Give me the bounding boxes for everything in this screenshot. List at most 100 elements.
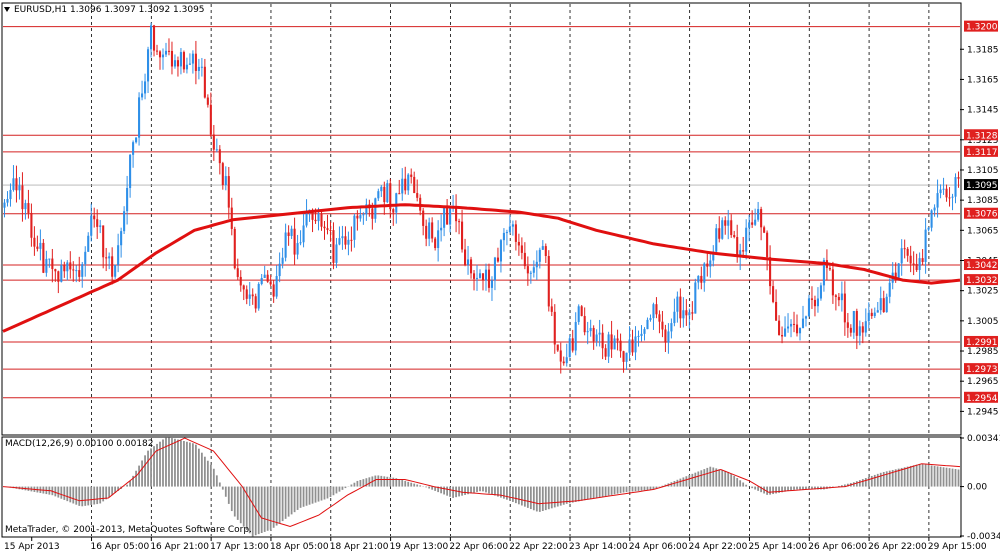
candle-body	[643, 329, 646, 334]
candle-body	[903, 248, 906, 250]
candle-body	[670, 323, 673, 332]
chart-title: EURUSD,H1 1.3096 1.3097 1.3092 1.3095	[14, 5, 205, 15]
x-tick-label: 24 Apr 22:00	[689, 542, 748, 552]
candle-body	[78, 270, 81, 277]
candle-body	[619, 340, 622, 352]
x-tick-label: 19 Apr 13:00	[390, 542, 449, 552]
candle-body	[511, 224, 514, 227]
triangle-down-icon[interactable]	[4, 7, 10, 12]
candle-body	[855, 310, 858, 336]
candle-body	[431, 222, 434, 239]
candle-body	[822, 260, 825, 286]
candle-body	[350, 239, 353, 241]
candle-body	[523, 252, 526, 267]
candle-body	[607, 334, 610, 357]
macd-signal-line	[2, 437, 961, 528]
time-axis[interactable]: 15 Apr 2013 16 Apr 05:00 16 Apr 21:00 17 Ap…	[4, 537, 987, 552]
candle-body	[786, 326, 790, 329]
candle-body	[610, 334, 613, 350]
candle-body	[3, 202, 6, 208]
candle-body	[840, 293, 843, 301]
candle-body	[499, 240, 502, 262]
candle-body	[906, 248, 909, 256]
candle-body	[266, 274, 269, 282]
candle-body	[311, 209, 314, 220]
candle-body	[652, 304, 655, 319]
level-price-tag	[964, 20, 998, 32]
chart-header[interactable]: EURUSD,H1 1.3096 1.3097 1.3092 1.3095	[4, 5, 205, 15]
candle-body	[730, 220, 733, 236]
candle-body	[520, 245, 523, 253]
candle-body	[296, 243, 299, 255]
candle-body	[392, 209, 395, 213]
candle-body	[281, 257, 284, 264]
candle-body	[326, 228, 329, 230]
horizontal-levels[interactable]	[3, 26, 960, 399]
candle-body	[66, 262, 69, 272]
candle-body	[517, 241, 520, 246]
candle-body	[386, 183, 389, 203]
level-price-text: 1.3128	[966, 131, 998, 141]
candle-body	[469, 259, 473, 274]
candle-body	[398, 193, 401, 195]
candle-body	[757, 209, 760, 220]
candle-body	[36, 246, 39, 249]
level-price-tag	[964, 391, 998, 403]
candle-body	[161, 54, 165, 58]
candle-body	[317, 213, 320, 222]
candle-body	[164, 50, 168, 55]
candle-body	[96, 219, 99, 227]
candle-body	[760, 209, 763, 228]
candle-body	[191, 53, 194, 64]
candle-body	[673, 311, 676, 324]
candle-body	[766, 232, 769, 258]
candle-body	[299, 242, 302, 244]
candle-body	[784, 328, 787, 337]
candle-body	[676, 296, 679, 312]
candle-body	[478, 273, 482, 278]
candle-body	[541, 246, 544, 250]
copyright-text: MetaTrader, © 2001-2013, MetaQuotes Soft…	[5, 525, 252, 535]
candle-body	[30, 212, 33, 238]
candle-body	[242, 285, 245, 290]
candle-body	[816, 298, 819, 307]
candle-body	[236, 268, 239, 277]
candle-body	[449, 206, 452, 225]
candle-body	[87, 235, 90, 252]
candle-body	[458, 221, 461, 223]
level-price-tag	[964, 274, 998, 286]
x-tick-label: 25 Apr 14:00	[748, 542, 807, 552]
candle-body	[269, 281, 272, 285]
candle-body	[129, 154, 132, 188]
y-tick-label: 1.3105	[967, 166, 999, 176]
y-tick-label: 1.3085	[967, 196, 999, 206]
candle-body	[443, 207, 446, 228]
candle-body	[149, 25, 153, 50]
y-tick-label: 1.3185	[967, 45, 999, 55]
candle-body	[120, 231, 123, 246]
candle-body	[290, 228, 293, 236]
candle-body	[21, 185, 24, 210]
level-price-text: 1.3042	[966, 261, 998, 271]
candle-body	[748, 222, 751, 228]
candle-body	[90, 215, 93, 236]
level-price-labels: 1.3200 1.3128 1.3117 1.3076 1.3042 1.3032 1.29…	[964, 20, 998, 404]
candle-body	[837, 296, 840, 301]
candle-body	[897, 263, 900, 278]
candle-body	[846, 322, 849, 328]
y-tick-label: 1.3065	[967, 226, 999, 236]
level-price-text: 1.3032	[966, 276, 998, 286]
candle-body	[314, 219, 317, 222]
candle-body	[583, 316, 586, 333]
candle-body	[810, 298, 814, 300]
candle-body	[377, 191, 380, 199]
candle-body	[801, 318, 805, 329]
candle-body	[141, 93, 144, 98]
candle-body	[404, 178, 407, 191]
candle-body	[481, 273, 485, 281]
y-tick-label: 1.3165	[967, 75, 999, 85]
